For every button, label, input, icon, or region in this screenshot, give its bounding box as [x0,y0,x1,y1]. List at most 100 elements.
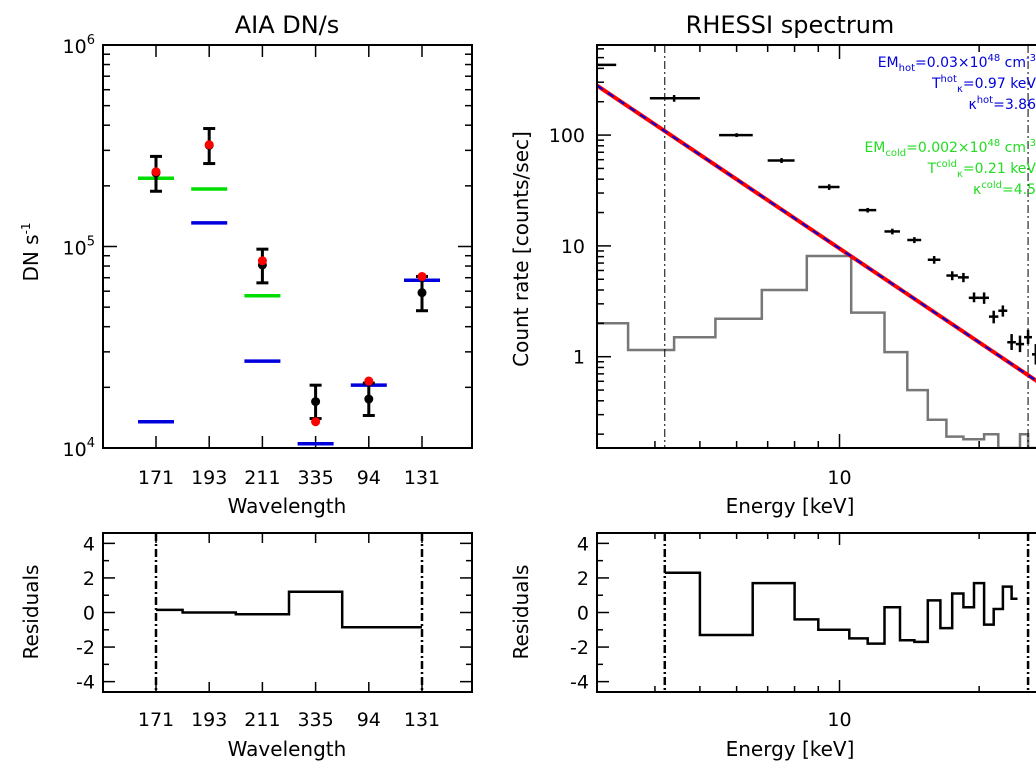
aia-ylabel-sup: -1 [19,222,33,234]
rhessi-residuals-xtick-label: 10 [827,709,851,731]
aia-xtick-label: 335 [297,467,333,489]
rhessi-residuals-step-line [664,571,1018,645]
rhessi-ylabel: Count rate [counts/sec] [509,131,533,367]
aia-ytick-label: 106 [63,33,95,58]
aia-ytick-base: 10 [63,439,87,461]
rhessi-residuals-ytick-label: -4 [570,672,589,694]
annotation-cold-em-part: EM [864,140,885,156]
aia-residuals-xtick-label: 335 [297,709,333,731]
aia-model-total-point [311,417,321,427]
aia-model-total-point [257,256,267,266]
annotation-cold-kappa-part: κ [973,182,981,198]
annotation-hot-temp-part: hot [941,74,957,85]
aia-model-total-point [364,376,374,386]
aia-ytick-base: 10 [63,238,87,260]
annotation-hot-temp-part: T [931,76,941,92]
annotation-hot-em-part: cm [1000,55,1026,71]
aia-ylabel-main: DN s [19,234,43,281]
annotation-cold-temp-part: =0.21 keV [963,161,1036,177]
aia-residuals-xtick-label: 94 [357,709,381,731]
rhessi-residuals-plot: -4 -2 0 2 4 10 [570,532,1036,731]
rhessi-residuals-ytick-label: 0 [577,603,589,625]
aia-xlabel: Wavelength [228,494,347,518]
annotation-hot-em-part: =0.03×10 [915,55,987,71]
annotation-cold-temp-part: T [927,161,937,177]
aia-ytick-label: 104 [63,436,95,461]
aia-residuals-ytick-label: 0 [83,603,95,625]
annotation-hot-em: EMhot=0.03×1048 cm-3 [878,53,1036,74]
annotation-hot-kappa-part: κ [968,97,976,113]
rhessi-residuals-ytick-label: -2 [570,637,589,659]
aia-xtick-label: 193 [191,467,227,489]
annotation-hot-temp-part: κ [957,84,963,95]
aia-model-total-point [204,140,214,150]
annotation-hot-em-part: EM [878,55,899,71]
aia-observed-point [311,397,321,407]
rhessi-xtick-label: 10 [827,467,851,489]
annotation-hot-kappa-part: =3.86 [993,97,1036,113]
rhessi-plot-area [597,45,1036,448]
rhessi-ytick-label: 10 [561,236,585,258]
annotation-hot-em-part: hot [899,63,915,74]
annotation-cold-em-part: 48 [987,138,1000,149]
rhessi-model-fit-line [597,83,1036,383]
annotation-cold-kappa-part: cold [981,180,1002,191]
aia-xtick-label: 94 [357,467,381,489]
rhessi-ytick-label: 1 [573,347,585,369]
annotation-hot-em-part: -3 [1026,53,1036,64]
aia-residuals-xlabel: Wavelength [228,737,347,761]
rhessi-ytick-label: 100 [549,125,585,147]
annotation-cold-temp-part: cold [936,159,957,170]
aia-title: AIA DN/s [235,11,340,39]
aia-frame [102,44,473,449]
annotation-cold-em: EMcold=0.002×1048 cm-3 [864,138,1036,159]
aia-model-total-point [417,271,427,281]
aia-ytick-base: 10 [63,36,87,58]
annotation-cold-kappa-part: =4.5 [1002,182,1036,198]
rhessi-residuals-ylabel: Residuals [509,565,533,660]
rhessi-xlabel: Energy [keV] [726,494,855,518]
annotation-hot-temp: Thotκ=0.97 keV [931,74,1036,95]
aia-observed-point [417,288,427,298]
annotation-cold-em-part: cold [885,148,906,159]
aia-residuals-ylabel: Residuals [19,565,43,660]
annotation-cold-em-part: =0.002×10 [906,140,987,156]
aia-model-total-point [151,167,161,177]
rhessi-residuals-frame [596,532,1036,693]
aia-observed-point [364,394,374,404]
aia-xtick-label: 171 [138,467,174,489]
aia-residuals-xtick-label: 193 [191,709,227,731]
annotation-cold-temp: Tcoldκ=0.21 keV [927,159,1036,180]
aia-residuals-xtick-label: 211 [244,709,280,731]
aia-residuals-frame [102,532,473,693]
aia-residuals-xtick-label: 171 [138,709,174,731]
aia-xtick-label: 211 [244,467,280,489]
aia-residuals-xtick-label: 131 [404,709,440,731]
rhessi-residuals-ytick-label: 4 [577,533,589,555]
aia-residuals-plot: -4 -2 0 2 4 171 193 211 335 94 131 [76,532,473,731]
aia-residuals-ytick-label: 4 [83,533,95,555]
annotation-cold-em-part: cm [1000,140,1026,156]
annotation-hot-temp-part: =0.97 keV [963,76,1036,92]
annotation-cold-kappa: κcold=4.5 [973,180,1036,198]
aia-ytick-label: 105 [63,235,95,260]
aia-ytick-exp: 5 [87,235,95,250]
annotation-cold-em-part: -3 [1026,138,1036,149]
aia-residuals-ytick-label: -2 [76,637,95,659]
aia-residuals-ytick-label: -4 [76,672,95,694]
annotation-cold-temp-part: κ [957,169,963,180]
aia-residuals-step-line [156,590,422,629]
annotation-hot-kappa: κhot=3.86 [968,95,1036,113]
aia-xtick-label: 131 [404,467,440,489]
aia-residuals-ytick-label: 2 [83,568,95,590]
rhessi-background-histogram [597,254,1036,448]
rhessi-residuals-ytick-label: 2 [577,568,589,590]
rhessi-residuals-xlabel: Energy [keV] [726,737,855,761]
aia-ylabel: DN s-1 [19,222,43,281]
rhessi-title: RHESSI spectrum [686,11,895,39]
aia-ytick-exp: 4 [87,436,95,451]
annotation-hot-em-part: 48 [987,53,1000,64]
